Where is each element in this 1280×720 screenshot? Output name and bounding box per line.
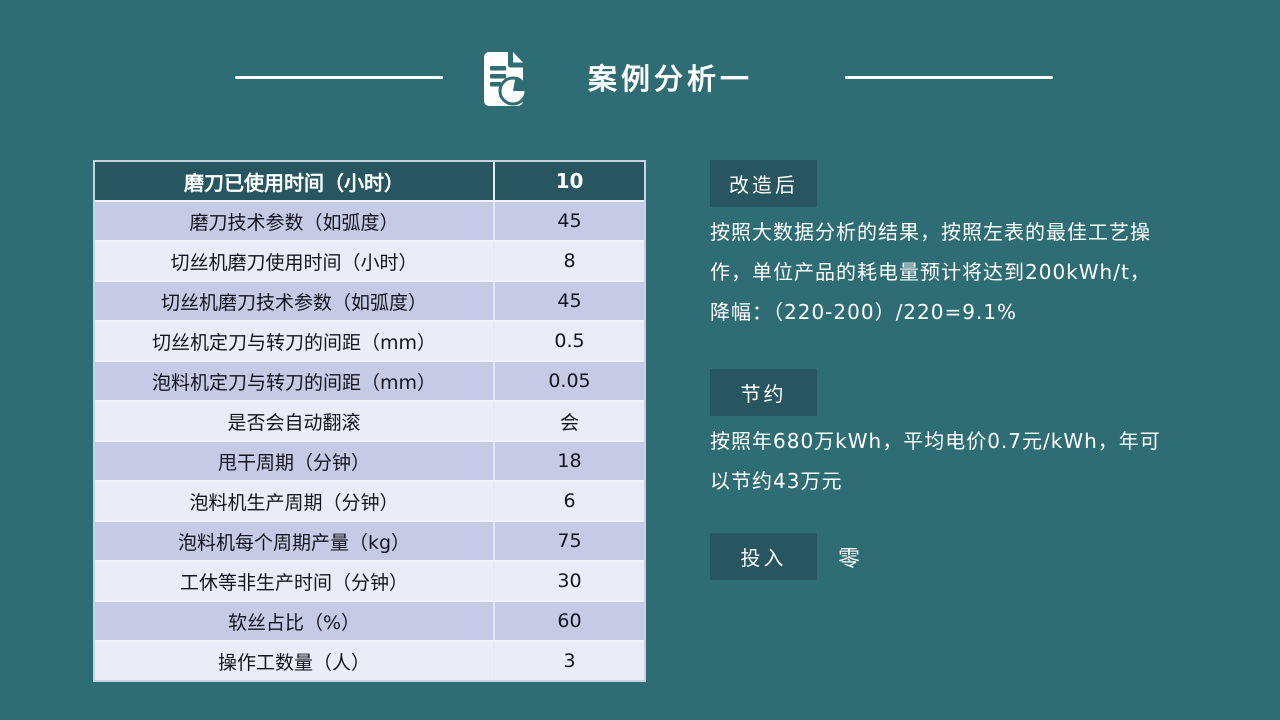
table-row: 切丝机磨刀技术参数（如弧度） 45 <box>95 280 644 320</box>
table-row: 泡料机生产周期（分钟） 6 <box>95 480 644 520</box>
table-row: 泡料机每个周期产量（kg） 75 <box>95 520 644 560</box>
investment-value: 零 <box>838 546 863 572</box>
table-row: 磨刀技术参数（如弧度） 45 <box>95 200 644 240</box>
table-row: 泡料机定刀与转刀的间距（mm） 0.05 <box>95 360 644 400</box>
table-row-label: 工休等非生产时间（分钟） <box>179 571 408 594</box>
title-divider-left <box>235 76 443 79</box>
table-row-value: 会 <box>493 402 644 440</box>
table-row-value: 3 <box>493 642 644 680</box>
table-row-value: 45 <box>493 282 644 320</box>
table-header-value: 10 <box>493 162 644 200</box>
title-divider-right <box>845 76 1053 79</box>
table-row-label: 切丝机磨刀使用时间（小时） <box>170 251 418 274</box>
table-row-value: 45 <box>493 202 644 240</box>
badge-after-renovation: 改造后 <box>710 160 817 207</box>
table-row-label: 软丝占比（%） <box>227 611 361 634</box>
table-row-label: 切丝机磨刀技术参数（如弧度） <box>160 291 427 314</box>
badge-investment: 投入 <box>710 533 817 580</box>
badge-savings: 节约 <box>710 369 817 416</box>
table-row-value: 8 <box>493 242 644 280</box>
table-row: 操作工数量（人） 3 <box>95 640 644 680</box>
table-row-value: 30 <box>493 562 644 600</box>
table-row-label: 是否会自动翻滚 <box>227 411 361 434</box>
table-row-value: 6 <box>493 482 644 520</box>
savings-text: 按照年680万kWh，平均电价0.7元/kWh，年可 以节约43万元 <box>710 429 1161 493</box>
table-header-label: 磨刀已使用时间（小时） <box>184 170 404 195</box>
table-row: 是否会自动翻滚 会 <box>95 400 644 440</box>
table-row-value: 60 <box>493 602 644 640</box>
table-row-label: 磨刀技术参数（如弧度） <box>189 211 399 234</box>
table-row-label: 泡料机生产周期（分钟） <box>189 491 399 514</box>
page-title: 案例分析一 <box>588 62 754 96</box>
table-row-label: 切丝机定刀与转刀的间距（mm） <box>151 331 437 354</box>
table-row-value: 18 <box>493 442 644 480</box>
table-row-value: 0.5 <box>493 322 644 360</box>
table-row: 切丝机定刀与转刀的间距（mm） 0.5 <box>95 320 644 360</box>
table-row-value: 75 <box>493 522 644 560</box>
table-row-label: 操作工数量（人） <box>217 651 370 674</box>
table-row: 软丝占比（%） 60 <box>95 600 644 640</box>
table-row: 工休等非生产时间（分钟） 30 <box>95 560 644 600</box>
process-parameters-table: 磨刀已使用时间（小时） 10 磨刀技术参数（如弧度） 45 切丝机磨刀使用时间（… <box>93 160 646 682</box>
table-row: 切丝机磨刀使用时间（小时） 8 <box>95 240 644 280</box>
table-row: 甩干周期（分钟） 18 <box>95 440 644 480</box>
after-renovation-text: 按照大数据分析的结果，按照左表的最佳工艺操 作，单位产品的耗电量预计将达到200… <box>710 220 1151 324</box>
document-chart-icon <box>484 52 528 106</box>
table-row-label: 泡料机定刀与转刀的间距（mm） <box>151 371 437 394</box>
table-row-label: 泡料机每个周期产量（kg） <box>177 531 411 554</box>
table-header-row: 磨刀已使用时间（小时） 10 <box>95 162 644 200</box>
table-row-label: 甩干周期（分钟） <box>217 451 370 474</box>
table-row-value: 0.05 <box>493 362 644 400</box>
